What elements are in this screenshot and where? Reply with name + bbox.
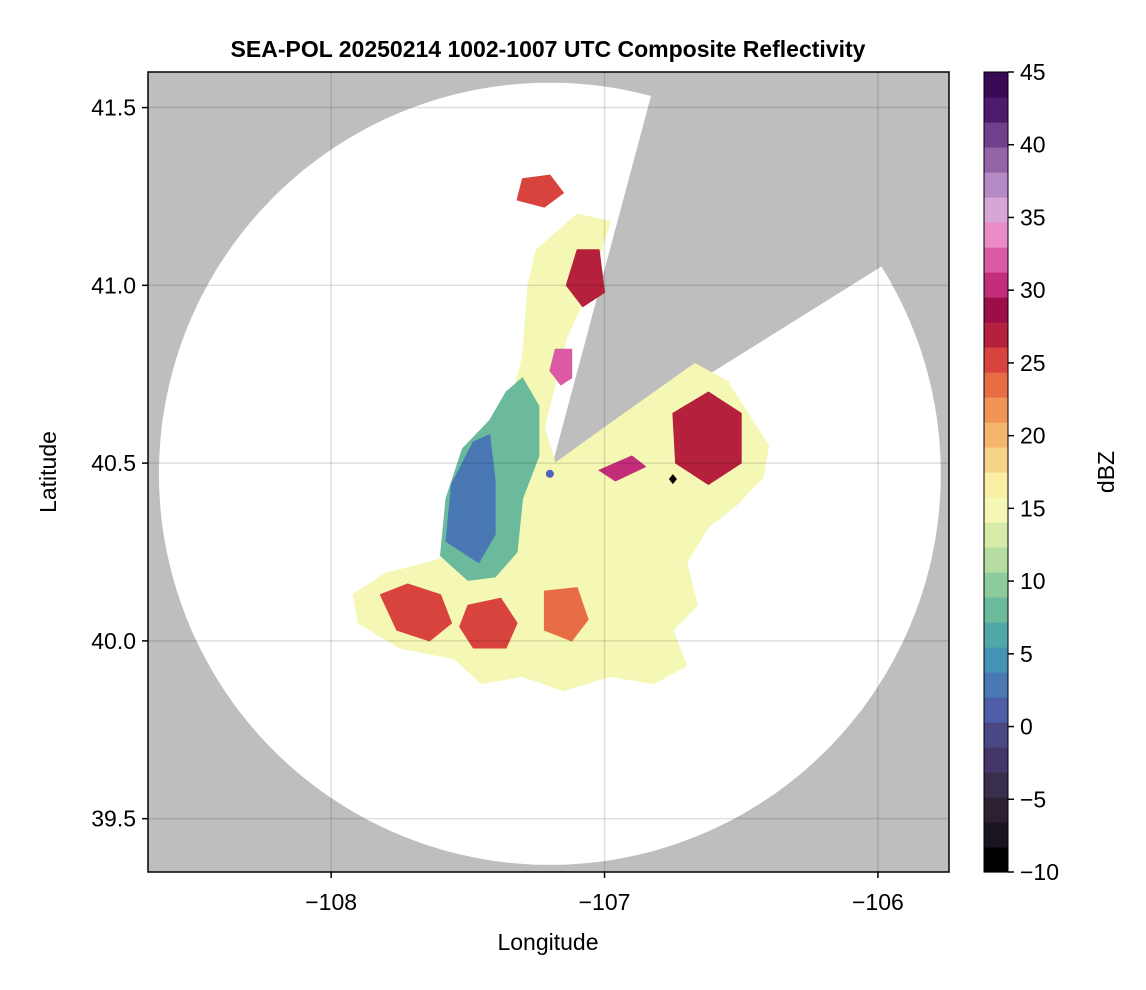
colorbar-tick-label: −10 [1020,859,1059,885]
colorbar-tick-label: 5 [1020,641,1033,667]
colorbar-tick-label: 45 [1020,59,1046,85]
colorbar-ticks: −10 −5 0 5 10 15 20 25 30 35 40 45 [1008,59,1059,885]
colorbar-tick-label: −5 [1020,786,1046,812]
x-axis: −108 −107 −106 [305,872,904,915]
colorbar-segment [984,772,1008,798]
colorbar-segment [984,372,1008,398]
y-tick-label: 40.0 [91,628,136,654]
colorbar-segment [984,697,1008,723]
colorbar-segment [984,522,1008,548]
colorbar-segment [984,447,1008,473]
plot-frame [147,71,950,873]
colorbar-segment [984,847,1008,873]
echo-ne-cell [672,391,742,485]
colorbar-segment [984,297,1008,323]
x-axis-label: Longitude [497,929,598,955]
x-tick-label: −106 [852,889,904,915]
x-tick-label: −107 [579,889,631,915]
echo-s-cell-2 [543,587,589,642]
colorbar-segment [984,822,1008,848]
echo-far-n-cell [516,174,564,208]
colorbar-tick-label: 25 [1020,350,1046,376]
colorbar-segment [984,222,1008,248]
reflectivity-echoes [352,174,770,692]
colorbar-segment [984,672,1008,698]
colorbar-segment [984,547,1008,573]
colorbar-tick-label: 15 [1020,495,1046,521]
colorbar-frame [983,71,1009,873]
y-tick-label: 41.0 [91,272,136,298]
echo-n-cell [565,249,605,308]
colorbar-segment [984,422,1008,448]
radar-site-marker [545,469,554,478]
plot-area [148,72,949,872]
colorbar-segment [984,72,1008,98]
colorbar-segment [984,722,1008,748]
colorbar-tick-label: 30 [1020,277,1046,303]
colorbar-segment [984,472,1008,498]
echo-ne-streak [598,455,646,482]
colorbar-segment [984,347,1008,373]
colorbar-segment [984,797,1008,823]
site-markers [545,469,677,485]
y-axis: 39.5 40.0 40.5 41.0 41.5 [91,95,148,832]
y-tick-label: 39.5 [91,806,136,832]
colorbar [983,71,1009,873]
colorbar-segment [984,397,1008,423]
y-tick-label: 40.5 [91,450,136,476]
colorbar-tick-label: 10 [1020,568,1046,594]
colorbar-segment [984,597,1008,623]
colorbar-segment [984,572,1008,598]
colorbar-segment [984,147,1008,173]
colorbar-segment [984,122,1008,148]
colorbar-segment [984,172,1008,198]
colorbar-segment [984,197,1008,223]
diamond-marker [668,474,677,485]
y-tick-label: 41.5 [91,95,136,121]
colorbar-tick-label: 35 [1020,204,1046,230]
echo-west-blue [445,434,496,564]
echo-n-strong [549,348,573,386]
echo-sw-cell [379,583,452,642]
grid-lines [148,72,949,872]
y-axis-label: Latitude [35,431,61,513]
echo-s-cell-1 [459,597,518,649]
colorbar-label: dBZ [1093,451,1119,493]
colorbar-segment [984,622,1008,648]
colorbar-tick-label: 0 [1020,714,1033,740]
chart-title: SEA-POL 20250214 1002-1007 UTC Composite… [231,36,866,62]
colorbar-segment [984,97,1008,123]
colorbar-segment [984,497,1008,523]
x-tick-label: −108 [305,889,357,915]
colorbar-segment [984,247,1008,273]
colorbar-segment [984,647,1008,673]
colorbar-tick-label: 40 [1020,132,1046,158]
colorbar-tick-label: 20 [1020,423,1046,449]
colorbar-segment [984,747,1008,773]
colorbar-segment [984,272,1008,298]
colorbar-segment [984,322,1008,348]
